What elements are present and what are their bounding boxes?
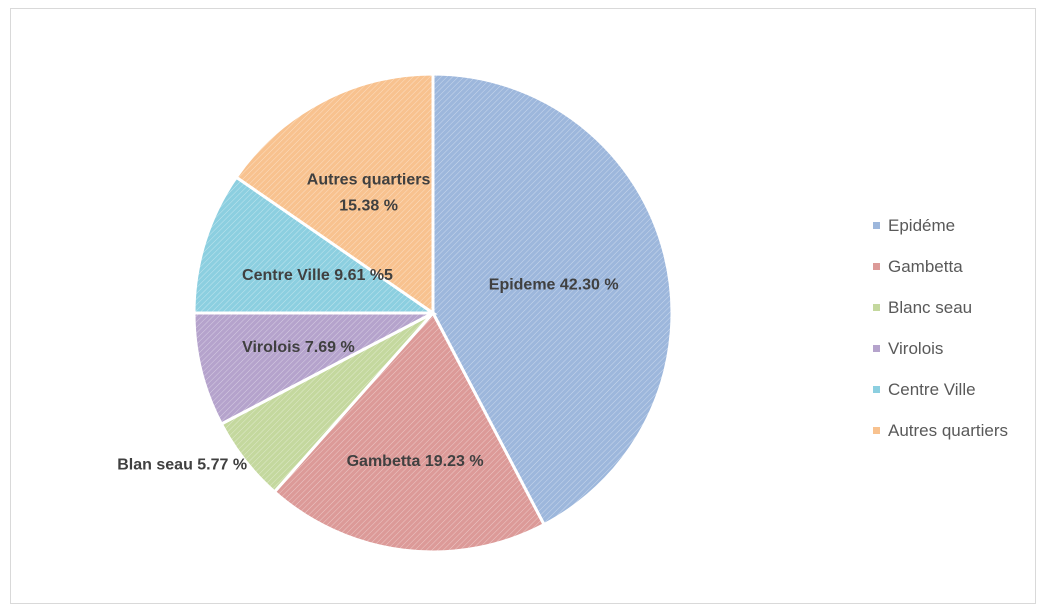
- legend-item: Virolois: [873, 328, 1008, 369]
- slice-label: Epideme 42.30 %: [489, 276, 619, 293]
- slice-label: Blan seau 5.77 %: [117, 456, 247, 473]
- pie-chart: Epideme 42.30 % Gambetta 19.23 % Blan seau…: [117, 72, 674, 554]
- legend-swatch: [873, 427, 880, 434]
- legend-label: Gambetta: [888, 256, 963, 276]
- legend-item: Centre Ville: [873, 369, 1008, 410]
- legend-label: Centre Ville: [888, 379, 976, 399]
- legend-swatch: [873, 222, 880, 229]
- legend-swatch: [873, 263, 880, 270]
- slice-label: Centre Ville 9.61 %5: [242, 267, 393, 284]
- slice-texture: [274, 313, 545, 553]
- legend-label: Epidéme: [888, 215, 956, 235]
- slice-texture: [236, 74, 433, 313]
- slice-label: Gambetta 19.23 %: [347, 453, 484, 470]
- legend-item: Blanc seau: [873, 287, 1008, 328]
- legend-label: Autres quartiers: [888, 420, 1008, 440]
- legend-label: Blanc seau: [888, 297, 973, 317]
- slice-texture: [193, 312, 433, 424]
- legend-item: Autres quartiers: [873, 410, 1008, 451]
- legend-swatch: [873, 386, 880, 393]
- legend-swatch: [873, 345, 880, 352]
- slice-texture: [221, 313, 433, 492]
- legend-label: Virolois: [888, 338, 944, 358]
- chart-area: Epideme 42.30 % Gambetta 19.23 % Blan seau…: [10, 8, 1036, 604]
- slice-label: Autres quartiers 15.38 %: [307, 171, 431, 214]
- legend-swatch: [873, 304, 880, 311]
- slice-label: Virolois 7.69 %: [242, 339, 355, 356]
- legend: Epidéme Gambetta Blanc seau Virolois Centre …: [873, 205, 1008, 451]
- legend-item: Epidéme: [873, 205, 1008, 246]
- slice-texture: [433, 74, 673, 525]
- slice-texture: [194, 177, 433, 313]
- legend-item: Gambetta: [873, 246, 1008, 287]
